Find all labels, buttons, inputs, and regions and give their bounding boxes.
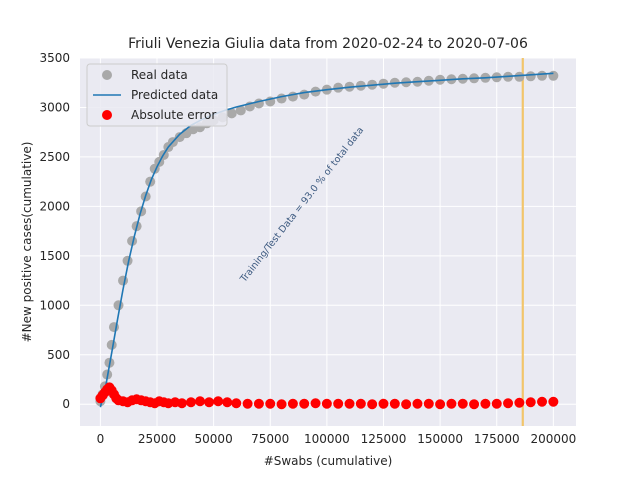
absolute-error-point xyxy=(265,398,276,409)
absolute-error-point xyxy=(299,398,310,409)
absolute-error-point xyxy=(204,397,215,408)
absolute-error-point xyxy=(276,399,287,410)
y-tick-label: 500 xyxy=(47,348,70,362)
real-data-point xyxy=(118,275,129,286)
x-tick-labels: 0 25000 50000 75000 100000 125000 150000 175000… xyxy=(97,432,577,446)
absolute-error-point xyxy=(242,398,253,409)
absolute-error-point xyxy=(469,399,480,410)
absolute-error-point xyxy=(344,398,355,409)
absolute-error-point xyxy=(401,399,412,410)
x-tick-label: 100000 xyxy=(304,432,350,446)
absolute-error-point xyxy=(321,398,332,409)
absolute-error-point xyxy=(446,398,457,409)
absolute-error-point xyxy=(457,398,468,409)
legend-predicted-data-label: Predicted data xyxy=(131,88,218,102)
absolute-error-point xyxy=(367,399,378,410)
absolute-error-point xyxy=(333,398,344,409)
x-axis-label: #Swabs (cumulative) xyxy=(264,454,393,468)
absolute-error-point xyxy=(503,398,514,409)
y-tick-label: 2500 xyxy=(39,150,70,164)
legend: Real data Predicted data Absolute error xyxy=(86,63,228,127)
absolute-error-point xyxy=(222,397,233,408)
absolute-error-point xyxy=(195,396,206,407)
real-data-point xyxy=(525,71,536,82)
absolute-error-series xyxy=(95,382,559,410)
y-tick-labels: 0 500 1000 1500 2000 2500 3000 3500 xyxy=(39,51,70,411)
absolute-error-point xyxy=(525,397,536,408)
legend-absolute-error-marker xyxy=(102,110,112,120)
absolute-error-point xyxy=(423,398,434,409)
x-tick-label: 0 xyxy=(97,432,105,446)
absolute-error-point xyxy=(435,399,446,410)
y-tick-label: 2000 xyxy=(39,199,70,213)
absolute-error-point xyxy=(378,398,389,409)
absolute-error-point xyxy=(537,396,548,407)
real-data-point xyxy=(235,105,246,116)
y-tick-label: 1500 xyxy=(39,249,70,263)
absolute-error-point xyxy=(412,398,423,409)
real-data-point xyxy=(548,70,559,81)
real-data-point xyxy=(276,93,287,104)
absolute-error-point xyxy=(213,396,224,407)
x-tick-label: 125000 xyxy=(361,432,407,446)
legend-real-data-marker xyxy=(102,70,112,80)
y-tick-label: 3000 xyxy=(39,100,70,114)
x-tick-label: 200000 xyxy=(530,432,576,446)
legend-box xyxy=(86,63,228,127)
y-tick-label: 3500 xyxy=(39,51,70,65)
absolute-error-point xyxy=(355,398,366,409)
real-data-point xyxy=(287,91,298,102)
x-tick-label: 25000 xyxy=(138,432,176,446)
real-data-point xyxy=(299,89,310,100)
absolute-error-point xyxy=(389,398,400,409)
absolute-error-point xyxy=(231,398,242,409)
absolute-error-point xyxy=(176,398,187,409)
x-tick-label: 175000 xyxy=(474,432,520,446)
x-tick-label: 50000 xyxy=(195,432,233,446)
y-axis-label: #New positive cases(cumulative) xyxy=(20,142,34,343)
absolute-error-point xyxy=(514,397,525,408)
absolute-error-point xyxy=(185,397,196,408)
absolute-error-point xyxy=(310,398,321,409)
real-data-point xyxy=(514,71,525,82)
y-tick-label: 0 xyxy=(62,397,70,411)
legend-absolute-error-label: Absolute error xyxy=(131,108,216,122)
real-data-point xyxy=(113,300,124,311)
absolute-error-point xyxy=(491,398,502,409)
absolute-error-point xyxy=(253,398,264,409)
chart-title: Friuli Venezia Giulia data from 2020-02-… xyxy=(128,36,528,52)
real-data-point xyxy=(537,70,548,81)
real-data-point xyxy=(226,108,237,119)
absolute-error-point xyxy=(548,396,559,407)
x-tick-label: 75000 xyxy=(251,432,289,446)
absolute-error-point xyxy=(287,398,298,409)
y-tick-label: 1000 xyxy=(39,298,70,312)
x-tick-label: 150000 xyxy=(417,432,463,446)
absolute-error-point xyxy=(480,398,491,409)
legend-real-data-label: Real data xyxy=(131,68,188,82)
